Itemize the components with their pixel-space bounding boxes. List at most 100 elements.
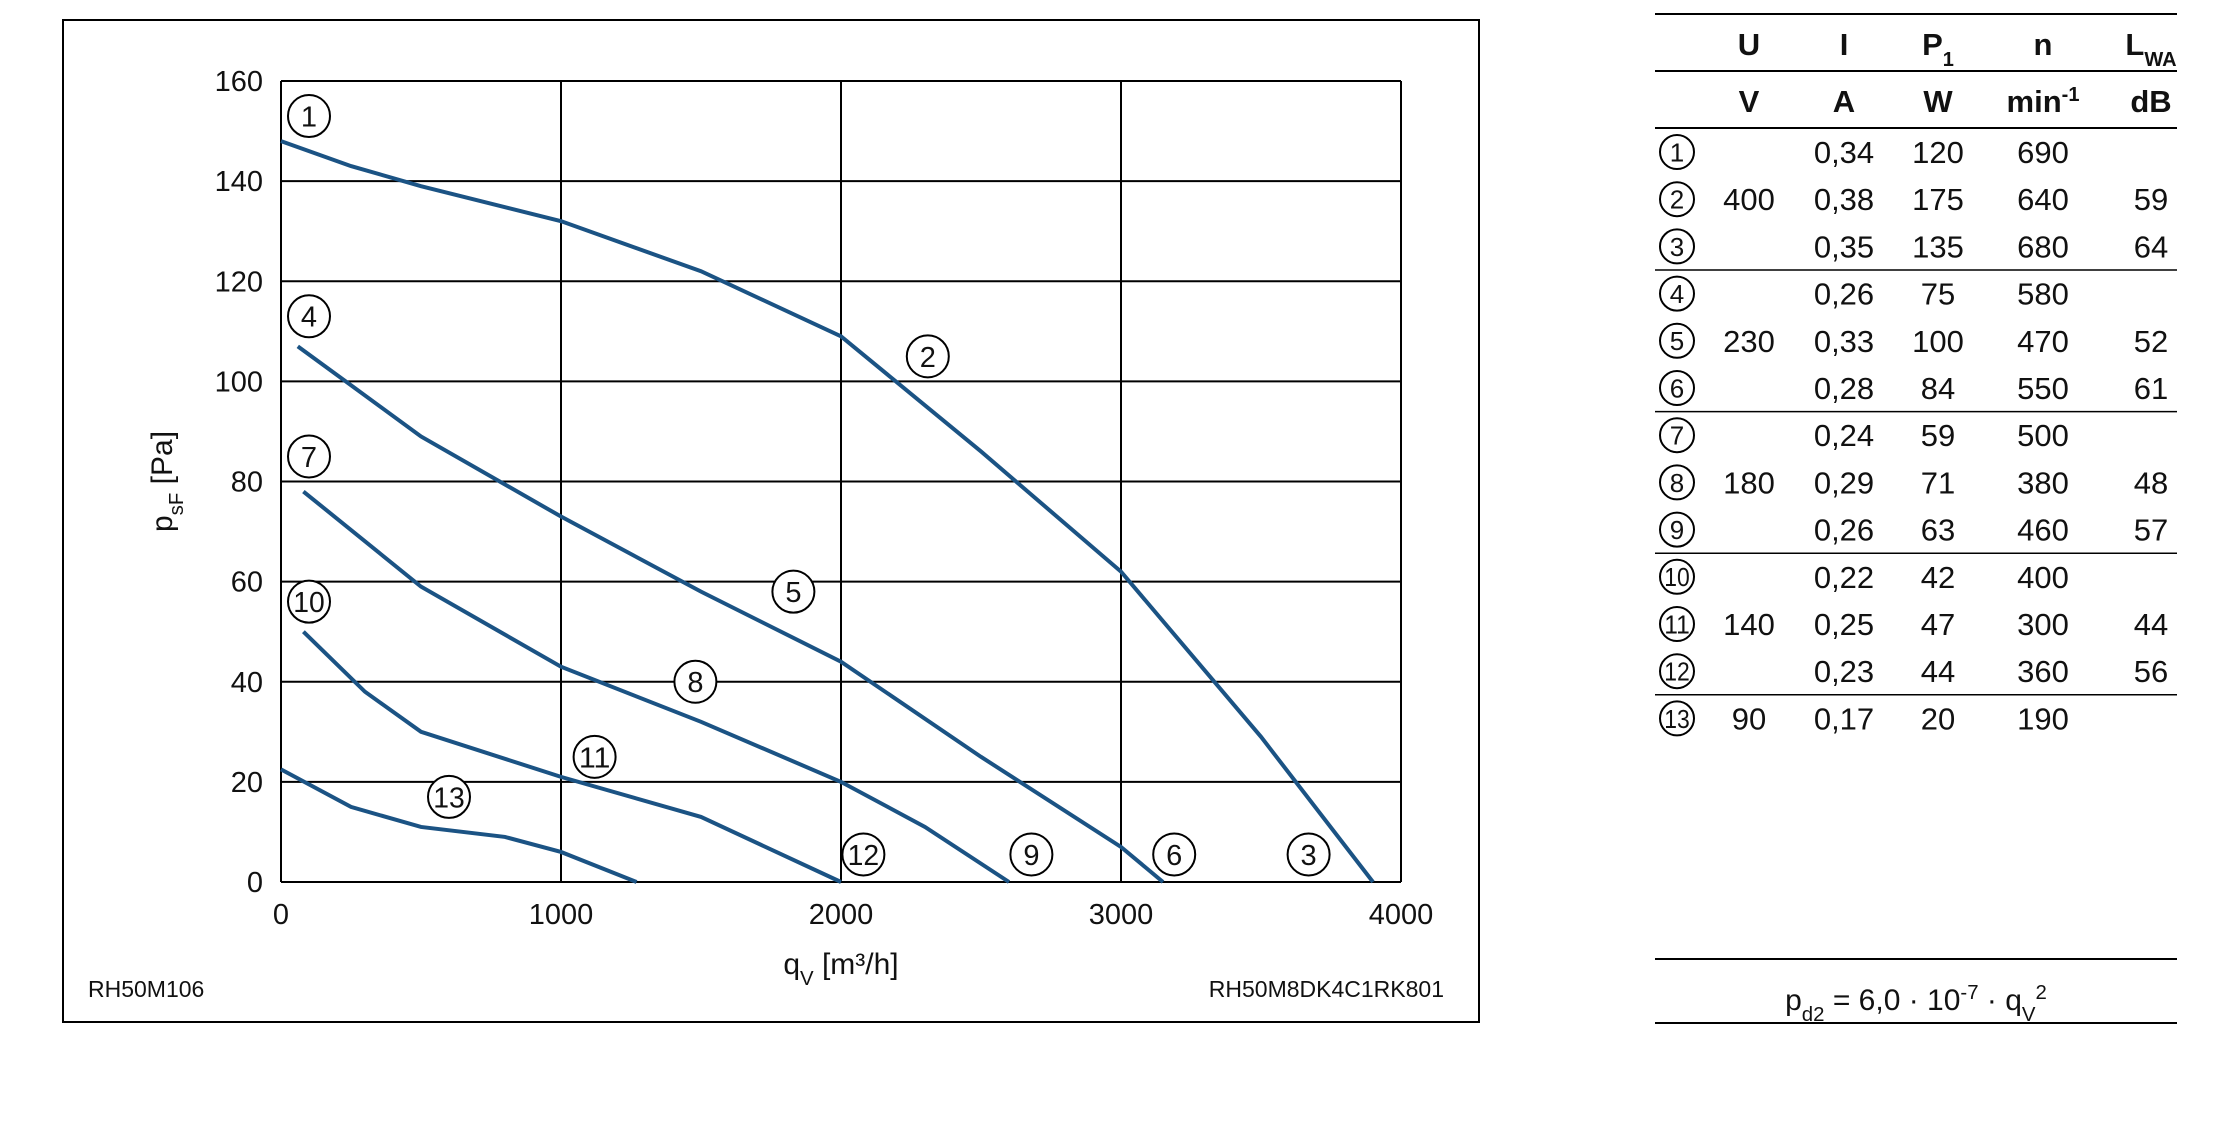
y-tick-label: 100 xyxy=(215,366,263,398)
table-cell: 47 xyxy=(1921,607,1955,642)
table-cell: 20 xyxy=(1921,701,1955,736)
y-tick-label: 140 xyxy=(215,166,263,198)
point-marker xyxy=(771,569,816,614)
point-label: 10 xyxy=(293,587,325,619)
x-tick-label: 1000 xyxy=(529,899,594,931)
table-cell: 48 xyxy=(2134,465,2168,500)
point-marker xyxy=(1659,558,1695,595)
curve xyxy=(280,767,638,884)
point-label: 12 xyxy=(848,840,880,872)
point-marker xyxy=(1659,322,1695,359)
curve xyxy=(302,630,842,884)
y-tick-label: 160 xyxy=(215,66,263,98)
point-marker xyxy=(1152,832,1197,877)
point-label: 8 xyxy=(1670,468,1684,498)
table-cell: 56 xyxy=(2134,654,2168,689)
footnote-right: RH50M8DK4C1RK801 xyxy=(1209,976,1444,1002)
point-label: 5 xyxy=(1670,326,1684,356)
point-label: 3 xyxy=(1670,232,1684,262)
point-label: 12 xyxy=(1664,657,1690,687)
table-cell: 100 xyxy=(1912,324,1964,359)
table-header: P1 xyxy=(1922,27,1954,71)
text-part: [Pa] xyxy=(146,431,179,493)
x-tick-label: 2000 xyxy=(809,899,874,931)
y-tick-label: 20 xyxy=(231,767,263,799)
table-cell: 360 xyxy=(2017,654,2069,689)
text-part: d2 xyxy=(1802,1004,1825,1026)
point-marker xyxy=(905,334,950,379)
text-part: L xyxy=(2125,27,2144,62)
text-part: · q xyxy=(1979,984,2022,1017)
y-tick-label: 60 xyxy=(231,567,263,599)
table-cell: 140 xyxy=(1723,607,1775,642)
table-header: dB xyxy=(2130,84,2171,119)
point-marker xyxy=(287,94,331,139)
table-cell: 63 xyxy=(1921,513,1955,548)
table-cell: 190 xyxy=(2017,701,2069,736)
point-marker xyxy=(1659,606,1695,642)
text-part: sF xyxy=(166,493,188,516)
text-part: 2 xyxy=(2036,982,2047,1004)
table-cell: 0,17 xyxy=(1814,701,1874,736)
table-cell: 52 xyxy=(2134,324,2168,359)
point-marker xyxy=(1659,464,1695,501)
point-marker xyxy=(287,434,331,479)
table-header: W xyxy=(1923,84,1953,119)
point-label: 1 xyxy=(301,101,317,133)
y-tick-label: 120 xyxy=(215,266,263,298)
table-cell: 550 xyxy=(2017,371,2069,406)
table-cell: 42 xyxy=(1921,560,1955,595)
table-cell: 460 xyxy=(2017,513,2069,548)
text-part: p xyxy=(146,515,179,532)
table-cell: 135 xyxy=(1912,229,1964,264)
point-marker xyxy=(1659,417,1695,454)
text-part: dB xyxy=(2130,84,2171,119)
curve xyxy=(302,489,1011,884)
table-cell: 84 xyxy=(1921,371,1955,406)
text-part: -1 xyxy=(2062,84,2080,106)
table-header: n xyxy=(2034,27,2053,62)
table-cell: 400 xyxy=(2017,560,2069,595)
table-cell: 61 xyxy=(2134,371,2168,406)
table-cell: 400 xyxy=(1723,182,1775,217)
point-label: 9 xyxy=(1670,515,1684,545)
point-label: 6 xyxy=(1166,840,1182,872)
table-header: min-1 xyxy=(2007,84,2080,119)
table-cell: 0,28 xyxy=(1814,371,1874,406)
table-cell: 680 xyxy=(2017,229,2069,264)
text-part: 1 xyxy=(1943,49,1954,71)
x-tick-label: 0 xyxy=(273,899,289,931)
table-cell: 44 xyxy=(2134,607,2168,642)
point-label: 8 xyxy=(687,667,703,699)
point-marker xyxy=(1009,832,1054,877)
footnote-left: RH50M106 xyxy=(88,976,204,1002)
point-label: 7 xyxy=(1670,421,1684,451)
point-label: 6 xyxy=(1670,373,1684,403)
text-part: p xyxy=(1785,984,1802,1017)
text-part: V xyxy=(2022,1004,2036,1026)
table-cell: 75 xyxy=(1921,277,1955,312)
table-header: LWA xyxy=(2125,27,2176,71)
point-marker xyxy=(841,832,886,877)
point-marker xyxy=(1659,134,1695,170)
point-label: 9 xyxy=(1023,840,1039,872)
point-marker xyxy=(673,659,718,704)
table-cell: 71 xyxy=(1921,465,1955,500)
text-part: P xyxy=(1922,27,1943,62)
point-label: 10 xyxy=(1664,562,1690,592)
point-marker xyxy=(1659,700,1695,737)
text-part: q xyxy=(783,948,800,981)
table-cell: 0,26 xyxy=(1814,277,1874,312)
table-cell: 580 xyxy=(2017,277,2069,312)
table-cell: 0,29 xyxy=(1814,465,1874,500)
point-marker xyxy=(572,734,617,779)
point-label: 13 xyxy=(433,782,465,814)
table-header: V xyxy=(1739,84,1760,119)
point-label: 7 xyxy=(301,442,317,474)
point-label: 13 xyxy=(1664,704,1690,734)
point-marker xyxy=(1659,370,1695,406)
curve xyxy=(296,344,1165,884)
table-cell: 470 xyxy=(2017,324,2069,359)
table-cell: 90 xyxy=(1732,701,1766,736)
